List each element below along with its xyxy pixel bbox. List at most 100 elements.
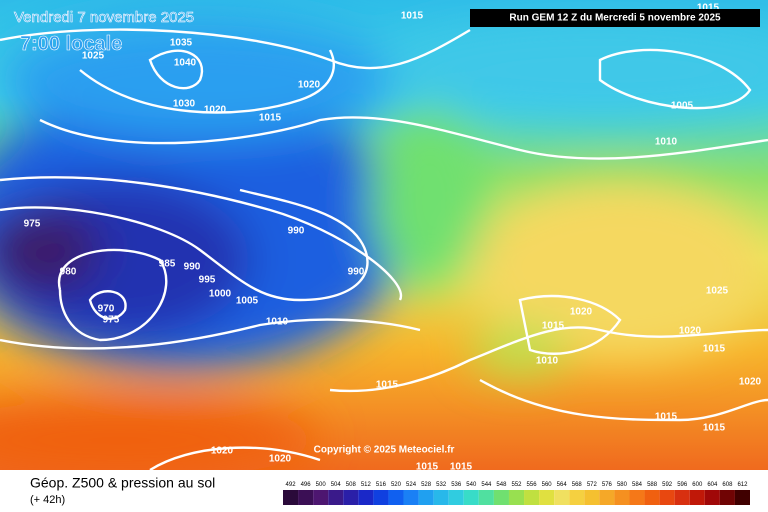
colorbar-swatch — [674, 490, 690, 505]
isobar-label: 1000 — [209, 289, 232, 300]
isobar-label: 1015 — [703, 423, 726, 434]
colorbar-label: 568 — [572, 482, 583, 488]
isobar-label: 1020 — [298, 80, 321, 91]
colorbar-swatch — [298, 490, 314, 505]
colorbar-label: 580 — [617, 482, 628, 488]
colorbar-swatch — [418, 490, 434, 505]
isobar-label: 975 — [103, 315, 120, 326]
colorbar-label: 540 — [466, 482, 477, 488]
isobar-label: 1015 — [697, 3, 720, 14]
colorbar-label: 536 — [451, 482, 462, 488]
colorbar-swatch — [403, 490, 419, 505]
colorbar-label: 572 — [587, 482, 598, 488]
run-info: Run GEM 12 Z du Mercredi 5 novembre 2025 — [509, 13, 721, 24]
isobar-label: 1010 — [536, 356, 559, 367]
colorbar-label: 524 — [406, 482, 417, 488]
run-box — [470, 9, 760, 27]
isobar-label: 990 — [348, 267, 365, 278]
colorbar-swatch — [388, 490, 404, 505]
colorbar-label: 504 — [331, 482, 342, 488]
colorbar-swatch — [539, 490, 555, 505]
footer-lead: (+ 42h) — [30, 494, 65, 506]
colorbar-label: 552 — [511, 482, 522, 488]
colorbar-label: 592 — [662, 482, 673, 488]
isobar-label: 1015 — [376, 380, 399, 391]
isobar-label: 1025 — [82, 51, 105, 62]
colorbar-swatch — [719, 490, 735, 505]
isobar-label: 1015 — [703, 344, 726, 355]
isobar-label: 1010 — [266, 317, 289, 328]
colorbar-swatch — [433, 490, 449, 505]
colorbar-swatch — [644, 490, 660, 505]
colorbar-label: 584 — [632, 482, 643, 488]
map-date: Vendredi 7 novembre 2025 — [14, 9, 194, 26]
isobar-label: 1015 — [542, 321, 565, 332]
isobar-label: 1015 — [259, 113, 282, 124]
isobar-label: 980 — [60, 267, 77, 278]
colorbar-swatch — [313, 490, 329, 505]
isobar-label: 1015 — [401, 11, 424, 22]
colorbar: 492 496 500 504 508 512 516 520 524 528 532 536 540 5… — [283, 482, 750, 505]
isobar-label: 1035 — [170, 38, 193, 49]
colorbar-swatch — [448, 490, 464, 505]
isobar-label: 1040 — [174, 58, 197, 69]
isobar-label: 975 — [24, 219, 41, 230]
copyright: Copyright © 2025 Meteociel.fr — [314, 445, 455, 456]
isobar-label: 990 — [184, 262, 201, 273]
colorbar-label: 576 — [602, 482, 613, 488]
isobar-label: 1020 — [570, 307, 593, 318]
isobar-label: 1030 — [173, 99, 196, 110]
isobars — [0, 28, 768, 472]
colorbar-swatch — [373, 490, 389, 505]
isobar-label: 1005 — [671, 101, 694, 112]
isobar-label: 1010 — [655, 137, 678, 148]
map-background — [0, 0, 768, 480]
colorbar-swatch — [328, 490, 344, 505]
isobar-label: 1020 — [269, 454, 292, 465]
colorbar-label: 544 — [481, 482, 492, 488]
colorbar-label: 528 — [421, 482, 432, 488]
isobar-label: 1005 — [236, 296, 259, 307]
colorbar-swatch — [554, 490, 570, 505]
isobar-label: 1015 — [450, 462, 473, 473]
colorbar-swatch — [463, 490, 479, 505]
isobar-label: 1020 — [679, 326, 702, 337]
colorbar-swatch — [704, 490, 720, 505]
isobar-label: 970 — [98, 304, 115, 315]
colorbar-label: 556 — [527, 482, 538, 488]
colorbar-label: 496 — [301, 482, 312, 488]
colorbar-swatch — [629, 490, 645, 505]
colorbar-swatch — [689, 490, 705, 505]
colorbar-label: 604 — [707, 482, 718, 488]
colorbar-label: 612 — [737, 482, 748, 488]
isobar-label: 985 — [159, 259, 176, 270]
colorbar-label: 500 — [316, 482, 327, 488]
isobar-label: 1015 — [416, 462, 439, 473]
colorbar-swatch — [283, 490, 299, 505]
colorbar-swatch — [478, 490, 494, 505]
isobar-label: 995 — [199, 275, 216, 286]
colorbar-label: 532 — [436, 482, 447, 488]
footer-title: Géop. Z500 & pression au sol — [30, 475, 215, 491]
colorbar-swatch — [493, 490, 509, 505]
colorbar-swatch — [614, 490, 630, 505]
colorbar-label: 492 — [286, 482, 297, 488]
isobar-label: 1020 — [211, 446, 234, 457]
colorbar-label: 564 — [557, 482, 568, 488]
colorbar-swatch — [584, 490, 600, 505]
colorbar-swatch — [569, 490, 585, 505]
isobar-label: 1025 — [706, 286, 729, 297]
map-time: 7:00 locale — [20, 33, 122, 55]
isobar-label: 990 — [288, 226, 305, 237]
colorbar-label: 560 — [542, 482, 553, 488]
colorbar-swatch — [524, 490, 540, 505]
colorbar-label: 520 — [391, 482, 402, 488]
isobar-label: 1020 — [204, 105, 227, 116]
colorbar-swatch — [343, 490, 359, 505]
colorbar-label: 512 — [361, 482, 372, 488]
colorbar-swatch — [659, 490, 675, 505]
colorbar-label: 596 — [677, 482, 688, 488]
colorbar-swatch — [599, 490, 615, 505]
colorbar-label: 600 — [692, 482, 703, 488]
